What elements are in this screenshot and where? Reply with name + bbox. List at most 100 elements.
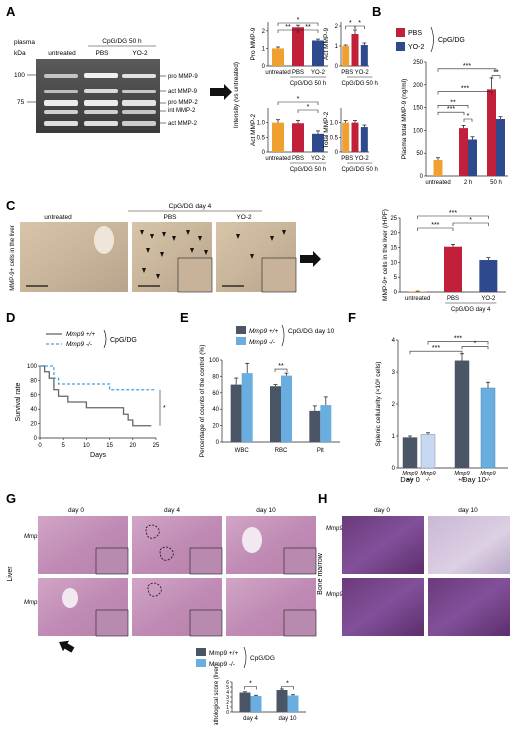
- g-day4-label: day 4: [164, 507, 180, 514]
- y-tick-label: 0: [262, 150, 266, 156]
- panel-a-gel: plasma kDa CpG/DG 50 h untreated PBS YO-…: [14, 38, 240, 133]
- panel-g-images: day 0 day 4 day 10 Liver Mmp9 +/+ Mmp9 -…: [7, 507, 317, 653]
- significance-bracket: [437, 111, 465, 116]
- legend-ko: Mmp9 -/-: [209, 661, 235, 668]
- bar: [360, 127, 368, 152]
- y-tick-label: 0: [420, 174, 424, 180]
- gel-lane-yo2: YO-2: [132, 50, 148, 57]
- y-tick-label: 150: [413, 106, 424, 112]
- y-tick-label: 1.0: [257, 121, 266, 127]
- bar: [496, 119, 505, 176]
- bar: [351, 122, 359, 152]
- legend-ko: Mmp9 -/-: [249, 339, 276, 346]
- x-tick-label: 0: [38, 443, 42, 449]
- x-tick-label: 15: [106, 443, 113, 449]
- y-axis-label: Splenic cellularity (×10⁸ cells): [375, 362, 382, 447]
- panel-letter-b: B: [372, 4, 381, 19]
- x-tick-label: PBS: [292, 70, 304, 76]
- significance-marker: **: [305, 24, 311, 31]
- significance-bracket: [491, 75, 501, 79]
- gel-band: [122, 90, 156, 93]
- legend-group: CpG/DG: [110, 337, 137, 344]
- gel-plasma-label: plasma: [14, 39, 35, 46]
- legend-wt: Mmp9 +/+: [66, 331, 95, 338]
- x-tick-label: untreated: [425, 180, 450, 186]
- g-day10-label: day 10: [256, 507, 276, 514]
- significance-bracket: [274, 368, 288, 373]
- y-tick-label: 250: [413, 60, 424, 66]
- bm-image-day10-wt: [428, 516, 510, 574]
- legend-group: CpG/DG day 10: [288, 328, 335, 335]
- bar: [270, 386, 281, 442]
- significance-marker: **: [493, 70, 499, 77]
- panel-letter-h: H: [318, 491, 327, 506]
- x-tick-label: +/+: [406, 477, 413, 483]
- bar: [479, 260, 498, 292]
- y-axis-label: Act MMP-9: [323, 28, 330, 61]
- significance-bracket: [354, 25, 365, 29]
- significance-bracket: [461, 346, 489, 350]
- y-tick-label: 0: [262, 64, 266, 70]
- y-tick-label: 2: [262, 29, 266, 35]
- gel-lane-pbs: PBS: [95, 50, 109, 57]
- significance-bracket: [437, 91, 493, 95]
- arrowhead-icon: [140, 230, 208, 279]
- x-tick-label: day 10: [278, 716, 297, 722]
- gel-band: [122, 110, 156, 114]
- x-tick-label: YO-2: [481, 296, 496, 302]
- bar: [408, 291, 427, 292]
- g-row-label-ko: Mmp9 - /-: [24, 600, 50, 606]
- h-day10-label: day 10: [458, 507, 478, 514]
- panel-c-side-label: MMP-9+ cells in the liver: [10, 225, 16, 291]
- significance-marker: *: [307, 104, 310, 111]
- significance-marker: *: [249, 681, 252, 688]
- significance-bracket: [281, 686, 294, 690]
- y-tick-label: 10: [390, 260, 397, 266]
- y-tick-label: 1: [226, 705, 229, 711]
- y-tick-label: 25: [390, 216, 397, 222]
- x-tick-label: Mmp9: [454, 471, 469, 477]
- y-tick-label: 80: [212, 374, 219, 380]
- bar: [468, 139, 477, 176]
- gel-band: [44, 110, 78, 114]
- significance-marker: *: [297, 17, 300, 24]
- y-tick-label: 50: [416, 151, 423, 157]
- x-tick-label: +/+: [458, 477, 465, 483]
- significance-bracket: [277, 101, 319, 105]
- y-tick-label: 0: [392, 466, 396, 472]
- x-tick-label: PBS: [447, 296, 459, 302]
- gel-band: [84, 121, 118, 126]
- significance-marker: *: [297, 96, 300, 103]
- panel-letter-g: G: [6, 491, 16, 506]
- panel-b-legend: PBS YO-2 CpG/DG: [396, 26, 465, 53]
- y-axis-label: Pro MMP-9: [250, 27, 257, 60]
- h-day0-label: day 0: [374, 507, 390, 514]
- survival-curve: [40, 365, 156, 391]
- h-row-label-wt: Mmp9 +/+: [326, 526, 354, 532]
- significance-marker: ***: [461, 86, 469, 93]
- x-tick-label: 50 h: [490, 180, 502, 186]
- y-tick-label: 0: [394, 290, 398, 296]
- panel-letter-e: E: [180, 310, 189, 325]
- significance-marker: *: [349, 20, 352, 27]
- y-tick-label: 0: [216, 440, 220, 446]
- x-tick-label: untreated: [405, 296, 430, 302]
- panel-f-groups: Day 0 Day 10: [400, 475, 486, 484]
- bar: [360, 45, 368, 66]
- panel-c-label-untreated: untreated: [44, 214, 72, 221]
- significance-marker: **: [278, 363, 284, 370]
- y-tick-label: 2: [226, 700, 229, 706]
- y-tick-label: 2: [335, 24, 339, 30]
- bar: [459, 128, 468, 176]
- significance-bracket: [297, 29, 319, 33]
- x-axis-label: CpG/DG 50 h: [341, 81, 377, 87]
- significance-bracket: [277, 22, 319, 26]
- g-side-label: Liver: [7, 566, 14, 582]
- significance-marker: *: [469, 217, 472, 224]
- significance-marker: ***: [447, 106, 455, 113]
- significance-marker: *: [286, 681, 289, 688]
- bar: [342, 122, 350, 152]
- y-tick-label: 6: [226, 680, 229, 686]
- y-tick-label: 3: [226, 695, 229, 701]
